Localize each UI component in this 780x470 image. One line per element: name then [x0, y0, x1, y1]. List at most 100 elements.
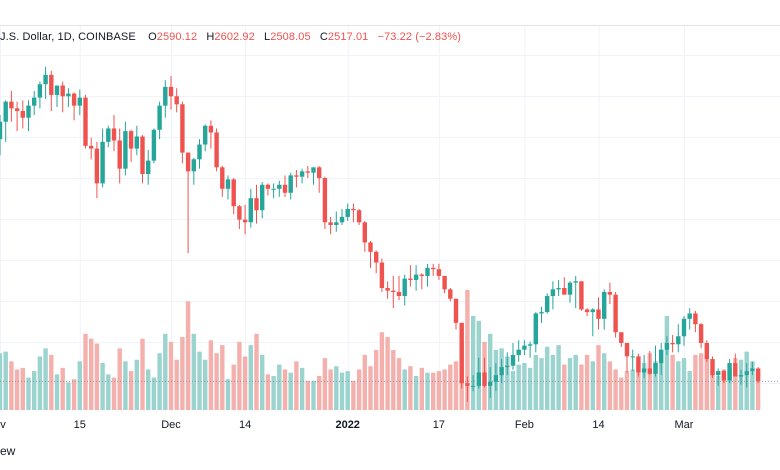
- volume-bar: [522, 362, 527, 410]
- volume-bar: [402, 369, 407, 410]
- volume-bar: [356, 369, 362, 410]
- candle-body: [174, 96, 179, 105]
- candle-body: [755, 368, 761, 381]
- volume-bar: [750, 361, 755, 410]
- volume-bar: [584, 354, 590, 410]
- volume-bar: [425, 372, 430, 410]
- volume-bar: [545, 346, 550, 410]
- candle-body: [282, 184, 288, 193]
- volume-bar: [413, 375, 419, 410]
- candle-body: [49, 74, 54, 95]
- candle-body: [20, 111, 25, 118]
- candle-body: [385, 287, 390, 291]
- candle-body: [351, 208, 356, 211]
- candle-body: [362, 222, 367, 243]
- candle-body: [208, 125, 214, 133]
- low-label: L: [264, 31, 271, 43]
- candle-body: [77, 97, 82, 106]
- volume-bar: [368, 366, 373, 410]
- candle-body: [277, 184, 282, 189]
- candle-body: [128, 131, 134, 149]
- x-axis-tick-label: Feb: [515, 419, 534, 431]
- candle-body: [242, 219, 248, 223]
- candle-body: [43, 74, 48, 85]
- volume-bar: [265, 374, 271, 410]
- x-axis-tick-label: 2022: [335, 419, 359, 431]
- open-label: O: [148, 31, 157, 43]
- volume-bar: [436, 371, 442, 410]
- candle-body: [641, 368, 647, 373]
- volume-bar: [288, 372, 293, 410]
- volume-bar: [20, 367, 25, 410]
- volume-bar: [117, 348, 122, 410]
- volume-bar: [590, 361, 595, 410]
- candle-body: [698, 324, 704, 343]
- volume-bar: [237, 341, 242, 410]
- volume-bar: [653, 361, 658, 410]
- candle-body: [596, 309, 601, 319]
- volume-bar: [185, 301, 191, 410]
- candle-body: [431, 267, 436, 270]
- volume-bar: [208, 340, 214, 410]
- candle-body: [214, 132, 219, 168]
- x-axis-tick-label: 14: [239, 419, 251, 431]
- candle-body: [567, 282, 573, 295]
- candle-body: [459, 322, 464, 384]
- volume-bar: [539, 358, 544, 410]
- candle-body: [111, 128, 117, 141]
- volume-bar: [317, 375, 322, 410]
- candle-body: [493, 375, 499, 382]
- candle-body: [237, 206, 242, 220]
- candle-body: [0, 121, 3, 140]
- candle-body: [396, 292, 402, 297]
- candle-body: [744, 371, 749, 376]
- candle-body: [465, 383, 470, 386]
- volume-bar: [100, 362, 105, 410]
- x-axis-tick-label: 17: [433, 419, 445, 431]
- candle-body: [117, 140, 122, 169]
- candle-body: [288, 175, 293, 193]
- candle-body: [14, 108, 20, 112]
- candle-body: [311, 167, 316, 173]
- volume-bar: [567, 358, 573, 410]
- volume-bar: [203, 359, 208, 410]
- candle-body: [71, 93, 77, 106]
- high-value: 2602.92: [214, 31, 255, 43]
- volume-bar: [32, 371, 37, 410]
- volume-bar: [755, 369, 761, 410]
- candle-body: [545, 296, 550, 313]
- volume-bar: [613, 369, 618, 410]
- volume-bar: [128, 371, 134, 410]
- volume-bar: [579, 364, 584, 410]
- candle-body: [294, 175, 299, 177]
- candle-body: [476, 372, 481, 386]
- volume-bar: [191, 333, 196, 410]
- candle-body: [134, 136, 139, 149]
- volume-bar: [641, 362, 647, 410]
- candle-body: [3, 101, 8, 122]
- volume-bar: [408, 366, 413, 410]
- volume-bar: [277, 364, 282, 410]
- volume-bar: [351, 380, 356, 410]
- volume-bar: [647, 353, 652, 410]
- candle-body: [636, 356, 641, 373]
- candle-body: [704, 342, 709, 360]
- volume-bar: [345, 371, 350, 410]
- volume-bar: [710, 371, 715, 410]
- candle-body: [653, 363, 658, 374]
- candle-body: [681, 318, 687, 337]
- volume-bar: [83, 333, 88, 410]
- change-value: −73.22 (−2.83%): [377, 31, 461, 43]
- symbol-header: J.S. Dollar, 1D, COINBASE O2590.12 H2602…: [0, 31, 467, 43]
- candle-body: [305, 171, 310, 173]
- volume-bar: [727, 369, 732, 410]
- volume-bar: [94, 343, 100, 410]
- x-axis-tick-label: 15: [74, 419, 86, 431]
- symbol-label: J.S. Dollar, 1D, COINBASE: [0, 31, 136, 43]
- candle-body: [624, 342, 630, 357]
- candle-body: [248, 198, 253, 223]
- volume-bar: [60, 367, 65, 410]
- volume-bar: [66, 382, 71, 410]
- candle-body: [733, 363, 738, 377]
